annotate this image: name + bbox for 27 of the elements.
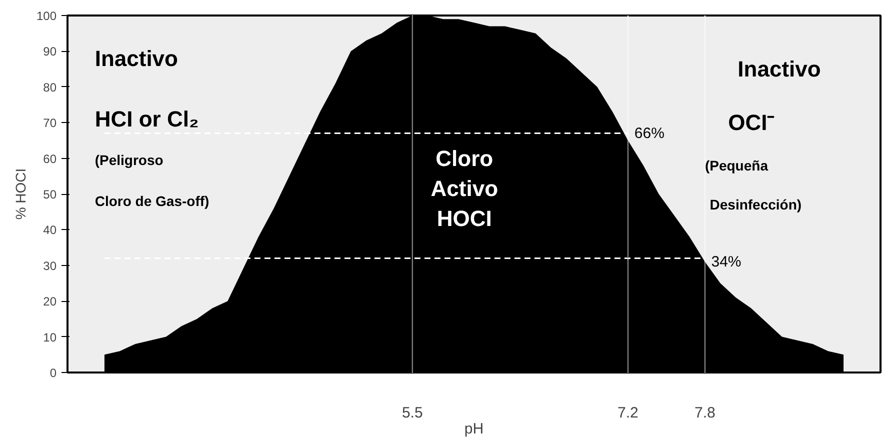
- annotation: Inactivo: [738, 56, 821, 82]
- annotation: Cloro Activo HOCI: [430, 146, 498, 232]
- y-tick-label: 30: [43, 258, 57, 273]
- y-tick-label: 40: [43, 223, 57, 238]
- y-tick-label: 60: [43, 152, 57, 166]
- y-tick-label: 70: [43, 116, 57, 130]
- y-tick-label: 90: [43, 44, 57, 59]
- y-tick-label: 10: [43, 330, 57, 344]
- annotation: Desinfección): [710, 196, 802, 213]
- annotation: Cloro de Gas-off): [94, 193, 210, 210]
- annotation: 34%: [711, 253, 742, 270]
- y-tick-label: 20: [43, 294, 57, 309]
- y-tick-label: 0: [50, 366, 57, 380]
- y-tick-label: 100: [36, 9, 57, 23]
- annotation: Inactivo: [94, 46, 178, 71]
- x-tick-label: 5.5: [402, 404, 423, 422]
- y-tick-label: 80: [43, 80, 57, 94]
- annotation: (Peligroso: [94, 152, 164, 168]
- annotation: 66%: [634, 124, 664, 142]
- x-axis-title: pH: [464, 420, 484, 438]
- x-tick-label: 7.2: [618, 404, 638, 422]
- x-tick-label: 7.8: [694, 404, 716, 422]
- annotation: HCI or Cl₂: [94, 106, 199, 132]
- y-tick-label: 50: [43, 188, 57, 202]
- y-axis-title: % HOCI: [12, 168, 28, 220]
- annotation: (Pequeña: [704, 157, 768, 174]
- annotation: OCI⁻: [728, 110, 776, 136]
